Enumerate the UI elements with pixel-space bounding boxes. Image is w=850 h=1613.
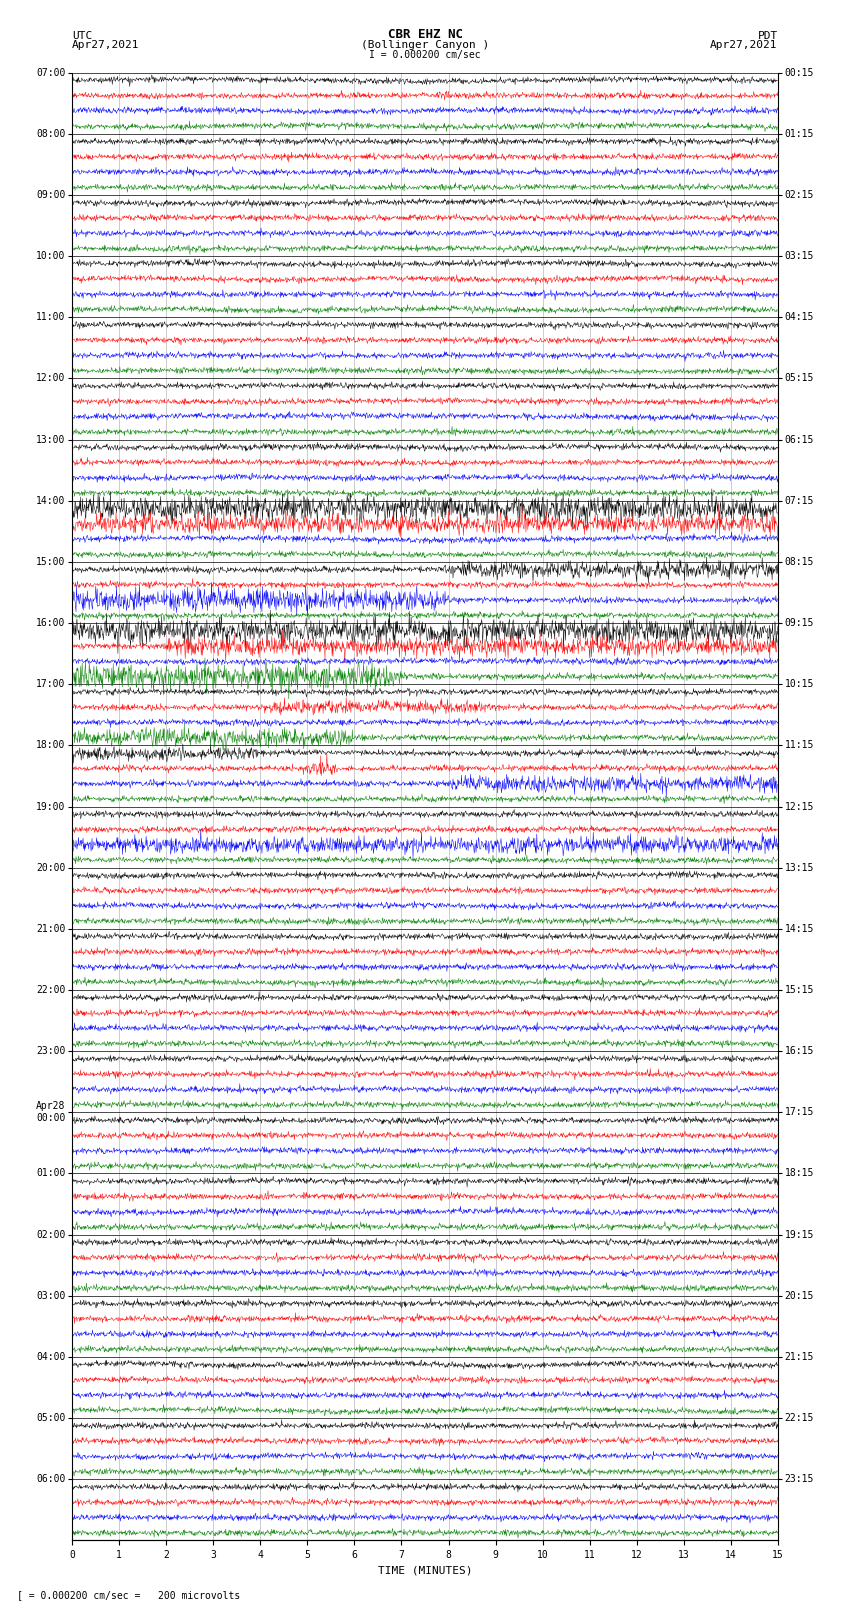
Text: Apr27,2021: Apr27,2021 (711, 40, 778, 50)
Text: I = 0.000200 cm/sec: I = 0.000200 cm/sec (369, 50, 481, 60)
Text: Apr27,2021: Apr27,2021 (72, 40, 139, 50)
Text: CBR EHZ NC: CBR EHZ NC (388, 27, 462, 40)
X-axis label: TIME (MINUTES): TIME (MINUTES) (377, 1566, 473, 1576)
Text: [ = 0.000200 cm/sec =   200 microvolts: [ = 0.000200 cm/sec = 200 microvolts (17, 1590, 241, 1600)
Text: PDT: PDT (757, 31, 778, 40)
Text: (Bollinger Canyon ): (Bollinger Canyon ) (361, 40, 489, 50)
Text: UTC: UTC (72, 31, 93, 40)
